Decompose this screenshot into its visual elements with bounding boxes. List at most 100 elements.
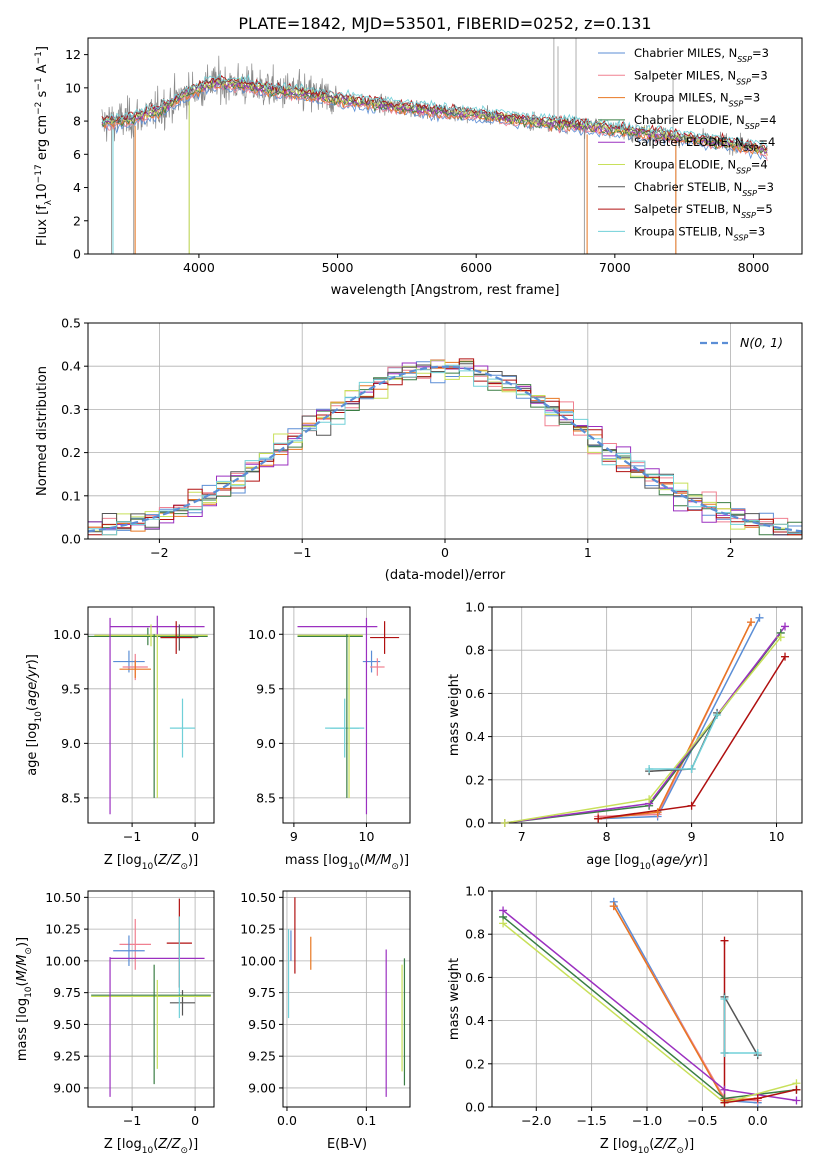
label-part: 10 bbox=[34, 711, 44, 723]
legend-series-name: Salpeter STELIB, N bbox=[634, 202, 741, 216]
label-part: −17 bbox=[34, 164, 44, 183]
legend-entry: Chabrier STELIB, NSSP=3 bbox=[634, 180, 774, 198]
label-part: Z/Z bbox=[157, 853, 181, 868]
label-part: mass [log bbox=[285, 853, 348, 868]
data-point-marker bbox=[499, 919, 508, 928]
label-part: ⊙ bbox=[391, 862, 399, 872]
y-tick-label: 9.50 bbox=[248, 1017, 276, 1032]
y-axis-label: age [log10(age/yr)] bbox=[25, 654, 44, 776]
plot-area-mass_vs_ebv bbox=[287, 897, 406, 1097]
panel-age_vs_Z: −1 08.59.09.510.0Z [log10(Z/Z⊙)]age [log1… bbox=[25, 606, 215, 872]
label-part: Z/Z bbox=[157, 1137, 181, 1152]
x-tick-label: 0.1 bbox=[356, 1113, 376, 1128]
y-tick-label: 0.2 bbox=[465, 772, 485, 787]
legend-sub: SSP bbox=[729, 99, 744, 108]
figure-title: PLATE=1842, MJD=53501, FIBERID=0252, z=0… bbox=[238, 14, 651, 33]
label-part: λ bbox=[44, 199, 54, 205]
legend-sub: SSP bbox=[745, 121, 760, 130]
y-tick-label: 10.00 bbox=[45, 953, 81, 968]
series-line-salpeter-elodie bbox=[502, 909, 797, 1102]
label-part: ⊙ bbox=[180, 1146, 188, 1156]
series-line-chabrier-stelib bbox=[723, 993, 759, 1056]
x-tick-label: 4000 bbox=[183, 260, 215, 275]
model-line-salpeter-stelib bbox=[101, 75, 768, 151]
legend-entry: Salpeter ELODIE, NSSP=4 bbox=[634, 135, 775, 153]
plot-area-mass_vs_Z bbox=[91, 898, 211, 1097]
data-point-marker bbox=[776, 633, 785, 642]
label-part: mass [log bbox=[15, 998, 30, 1061]
data-point-marker bbox=[720, 995, 729, 1003]
x-tick-label: 6000 bbox=[460, 260, 492, 275]
label-part: )] bbox=[188, 853, 198, 868]
y-tick-label: 10 bbox=[65, 80, 81, 95]
plot-area-age_vs_Z bbox=[88, 615, 208, 815]
data-point-marker bbox=[645, 765, 654, 773]
series-line-kroupa-miles bbox=[598, 621, 752, 820]
x-tick-label: 10 bbox=[769, 829, 785, 844]
label-part: 10 bbox=[348, 862, 360, 872]
legend-entry: Kroupa MILES, NSSP=3 bbox=[634, 91, 760, 109]
y-tick-label: 0.4 bbox=[465, 729, 485, 744]
legend-series-name: Salpeter MILES, N bbox=[634, 68, 736, 82]
y-tick-label: 2 bbox=[73, 213, 81, 228]
legend-sub: SSP bbox=[737, 55, 752, 64]
series-line-salpeter-miles bbox=[598, 621, 752, 818]
label-part: )] bbox=[25, 654, 40, 664]
y-tick-label: 0.6 bbox=[465, 970, 485, 985]
series-line-chabrier-elodie bbox=[504, 632, 782, 823]
panel-residuals: −2 −1 0 1 2 0.0 0.1 0.2 0.3 0.4 0.5 N(0, 1) (data-mo… bbox=[35, 316, 803, 583]
y-tick-label: 4 bbox=[73, 180, 81, 195]
label-part: 10 bbox=[24, 986, 34, 998]
x-tick-label: 2 bbox=[727, 545, 735, 560]
legend-entry: Kroupa STELIB, NSSP=3 bbox=[634, 224, 765, 242]
legend-series-name: Chabrier MILES, N bbox=[634, 46, 737, 60]
y-tick-label: 9.75 bbox=[248, 985, 276, 1000]
y-tick-label: 9.75 bbox=[53, 985, 81, 1000]
legend-sub: SSP bbox=[736, 77, 751, 86]
legend-count: =4 bbox=[758, 135, 775, 149]
data-point-marker bbox=[755, 613, 764, 622]
y-axis-label: mass [log10(M/M⊙)] bbox=[15, 937, 34, 1061]
x-tick-label: 1 bbox=[584, 545, 592, 560]
legend-series-name: Kroupa MILES, N bbox=[634, 91, 729, 105]
label-part: Z/Z bbox=[653, 1137, 677, 1152]
plot-area-age_vs_mass bbox=[297, 617, 400, 815]
label-part: 10 bbox=[35, 183, 50, 200]
label-part: age [log bbox=[25, 723, 40, 776]
label-part: age/yr bbox=[25, 663, 40, 706]
y-tick-label: 8.5 bbox=[256, 790, 276, 805]
legend-series-name: Salpeter ELODIE, N bbox=[634, 135, 744, 149]
x-axis-label: E(B-V) bbox=[327, 1137, 367, 1152]
x-tick-label: −2 bbox=[150, 545, 168, 560]
x-tick-label: −1 bbox=[293, 545, 311, 560]
label-part: )] bbox=[188, 1137, 198, 1152]
plot-area-mass_weight_vs_Z bbox=[502, 901, 797, 1104]
axes-frame bbox=[87, 890, 215, 1108]
y-tick-label: 10.0 bbox=[248, 627, 276, 642]
y-axis-label: Normed distribution bbox=[35, 366, 50, 496]
y-tick-label: 10.00 bbox=[240, 953, 276, 968]
legend-count: =3 bbox=[757, 180, 774, 194]
y-tick-label: 0.1 bbox=[61, 488, 81, 503]
x-axis-label: (data-model)/error bbox=[385, 568, 506, 583]
axes-frame bbox=[87, 606, 215, 824]
label-part: )] bbox=[15, 937, 30, 947]
label-part: A bbox=[35, 64, 50, 77]
legend-count: =3 bbox=[751, 68, 768, 82]
label-part: 10 bbox=[142, 862, 154, 872]
data-point-marker bbox=[653, 808, 662, 817]
data-point-marker bbox=[720, 936, 729, 945]
label-part: Flux [f bbox=[35, 205, 50, 246]
data-point-marker bbox=[720, 1049, 729, 1057]
label-part: −1 bbox=[34, 77, 44, 90]
label-part: ( bbox=[651, 853, 656, 868]
panel-mass_vs_ebv: 0.0 0.1 9.00 9.25 9.50 9.75 10.00 10.25 10.50 E(B… bbox=[240, 890, 411, 1152]
label-part: s bbox=[35, 90, 50, 101]
y-axis-label: mass weight bbox=[447, 958, 462, 1040]
series-line-chabrier-miles bbox=[598, 617, 761, 820]
data-point-marker bbox=[645, 795, 654, 804]
axes-frame bbox=[491, 606, 803, 824]
y-tick-label: 9.5 bbox=[61, 681, 81, 696]
y-tick-label: 9.25 bbox=[248, 1049, 276, 1064]
